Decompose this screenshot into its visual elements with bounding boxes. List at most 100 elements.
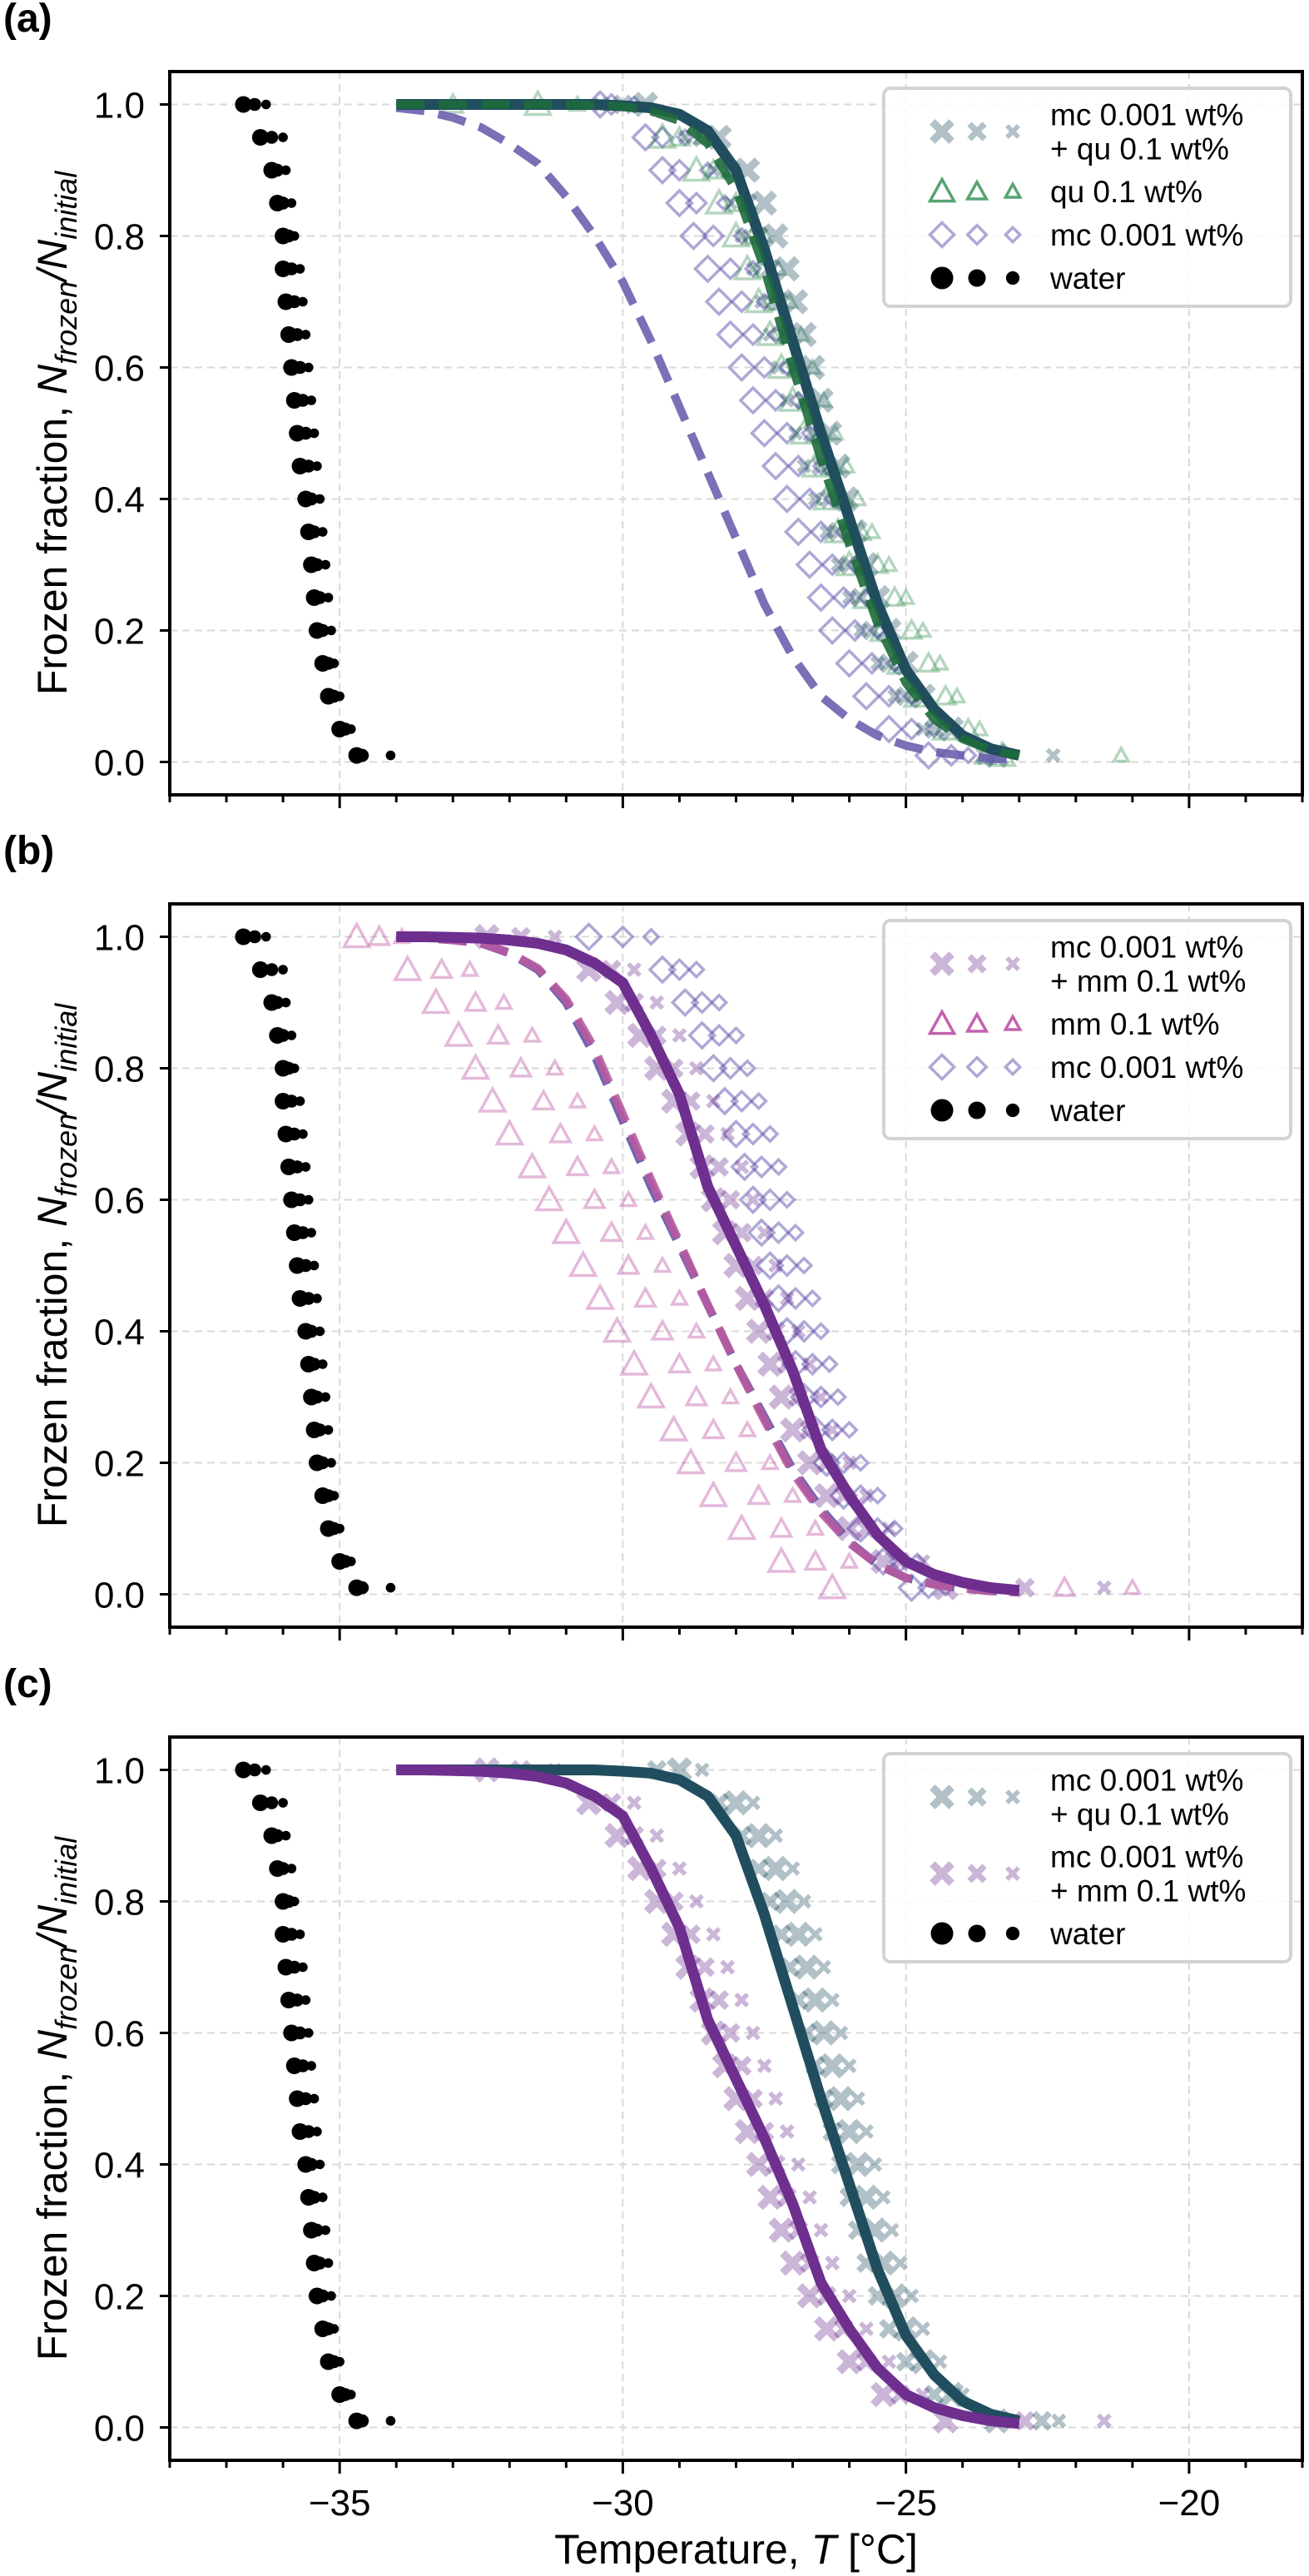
legend-marker-triangle-icon — [1003, 1013, 1023, 1031]
data-point — [868, 1486, 887, 1506]
legend-label: water — [1049, 261, 1125, 295]
data-point — [796, 1894, 812, 1909]
data-point — [802, 1987, 829, 2013]
data-point — [647, 955, 677, 985]
data-point — [751, 190, 777, 216]
data-point — [809, 1385, 833, 1409]
data-point — [307, 2191, 321, 2204]
data-point — [287, 1960, 301, 1974]
y-tick-label: 1.0 — [94, 86, 145, 127]
data-point — [565, 1154, 590, 1177]
data-point — [522, 1025, 543, 1043]
data-point — [547, 929, 563, 945]
data-point — [345, 724, 356, 734]
data-point — [879, 2318, 900, 2340]
data-point — [303, 1194, 314, 1205]
data-point — [301, 459, 315, 473]
data-point — [642, 927, 661, 946]
legend-marker-diamond-icon — [1003, 1057, 1023, 1077]
data-point — [933, 683, 958, 706]
panel-label: (a) — [3, 0, 52, 41]
y-label-prefix: Frozen fraction, — [29, 2060, 76, 2360]
data-point — [756, 2184, 783, 2211]
data-point — [303, 2028, 314, 2038]
data-point — [315, 1326, 325, 1337]
data-point — [551, 1217, 582, 1244]
data-point — [860, 651, 884, 676]
series-mc-0-001-wt — [574, 922, 955, 1603]
data-point — [658, 1414, 689, 1442]
data-point — [300, 1162, 311, 1172]
data-point — [762, 327, 778, 342]
data-point — [1096, 1580, 1112, 1596]
legend-label: mc 0.001 wt% — [1050, 1840, 1243, 1874]
data-point — [718, 256, 742, 281]
legend-entry-mm-0-1-wt: mm 0.1 wt% — [927, 1007, 1220, 1041]
data-point — [320, 2225, 330, 2236]
legend-entry-water: water — [930, 261, 1125, 295]
legend-box — [882, 87, 1292, 308]
y-axis-label: Frozen fraction, Nfrozen/Ninitial — [29, 1836, 83, 2360]
data-point — [774, 256, 801, 282]
data-point — [813, 2315, 840, 2342]
data-point — [709, 1989, 730, 2011]
data-point — [821, 1417, 845, 1442]
data-point — [786, 454, 811, 479]
data-point — [270, 1829, 285, 1843]
data-point — [775, 1253, 799, 1278]
data-point — [900, 717, 924, 742]
legend-marker-x-icon — [930, 1784, 954, 1809]
data-point — [323, 1425, 334, 1435]
data-point — [840, 1420, 859, 1440]
data-point — [756, 1351, 783, 1377]
data-point — [706, 1094, 721, 1109]
legend-marker-x-icon — [1005, 1789, 1020, 1804]
data-point — [743, 259, 763, 279]
y-label-n2: N — [29, 1071, 76, 1102]
data-point — [913, 620, 933, 638]
data-point — [768, 1828, 784, 1844]
y-tick-label: 0.8 — [94, 1050, 145, 1090]
data-point — [463, 990, 488, 1012]
data-point — [755, 1251, 785, 1280]
data-point — [895, 2351, 916, 2372]
data-point — [825, 1422, 840, 1437]
series-water — [235, 1761, 396, 2430]
data-point — [545, 1058, 565, 1076]
y-label-prefix: Frozen fraction, — [29, 1227, 76, 1527]
data-point — [420, 986, 451, 1015]
data-point — [251, 129, 269, 146]
legend-marker-diamond-icon — [928, 1053, 956, 1081]
data-point — [289, 1896, 300, 1907]
data-point — [392, 954, 423, 981]
data-point — [477, 1085, 508, 1113]
data-point — [260, 1764, 271, 1775]
data-point — [718, 1056, 742, 1080]
data-point — [768, 1384, 795, 1410]
data-point — [672, 1861, 687, 1876]
data-point — [293, 1193, 307, 1207]
x-label-unit: [°C] — [836, 2526, 918, 2573]
data-point — [915, 722, 930, 737]
legend-marker-x-icon — [967, 1864, 987, 1884]
data-point — [385, 750, 396, 761]
data-point — [859, 2321, 874, 2336]
data-point — [756, 2058, 772, 2073]
data-point — [789, 417, 820, 445]
data-point — [836, 455, 856, 474]
data-point — [899, 618, 925, 640]
legend-marker-triangle-icon — [927, 1008, 957, 1035]
legend-label: + mm 0.1 wt% — [1050, 965, 1246, 999]
legend-label: qu 0.1 wt% — [1050, 175, 1202, 209]
legend-marker-circle-icon — [1005, 1103, 1020, 1118]
data-point — [764, 1283, 794, 1313]
data-point — [721, 220, 751, 248]
data-point — [313, 1423, 327, 1437]
data-point — [827, 2086, 854, 2112]
data-point — [695, 1124, 716, 1144]
data-point — [326, 2291, 336, 2301]
data-point — [312, 2127, 322, 2137]
data-point — [385, 1582, 396, 1593]
legend-label: mc 0.001 wt% — [1050, 1764, 1243, 1798]
data-point — [1031, 2410, 1052, 2431]
